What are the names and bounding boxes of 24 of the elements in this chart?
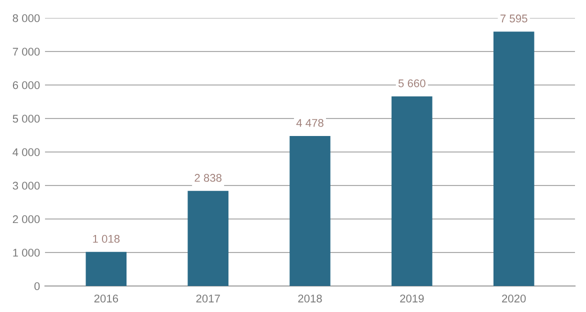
y-tick-label: 0: [34, 282, 40, 290]
bar: [290, 136, 330, 286]
y-tick-label: 4 000: [12, 148, 40, 156]
y-tick-label: 7 000: [12, 48, 40, 56]
y-tick-label: 8 000: [12, 14, 40, 22]
y-tick-label: 3 000: [12, 182, 40, 190]
data-label: 7 595: [500, 14, 528, 22]
x-tick-label: 2016: [94, 294, 118, 302]
y-tick-label: 1 000: [13, 248, 40, 257]
x-tick-label: 2020: [502, 294, 526, 302]
bar: [392, 96, 432, 286]
y-tick-label: 2 000: [12, 215, 40, 224]
x-tick-label: 2019: [400, 294, 424, 302]
bar: [86, 252, 127, 286]
bar: [493, 32, 534, 286]
data-label: 4 478: [296, 118, 324, 127]
x-tick-label: 2017: [196, 294, 220, 302]
y-tick-label: 5 000: [12, 114, 40, 123]
data-label: 2 838: [194, 174, 222, 182]
data-label: 5 660: [398, 79, 426, 88]
x-tick-label: 2018: [298, 294, 322, 302]
bar: [188, 190, 228, 286]
y-tick-label: 6 000: [12, 81, 40, 90]
data-label: 1 018: [93, 234, 120, 243]
